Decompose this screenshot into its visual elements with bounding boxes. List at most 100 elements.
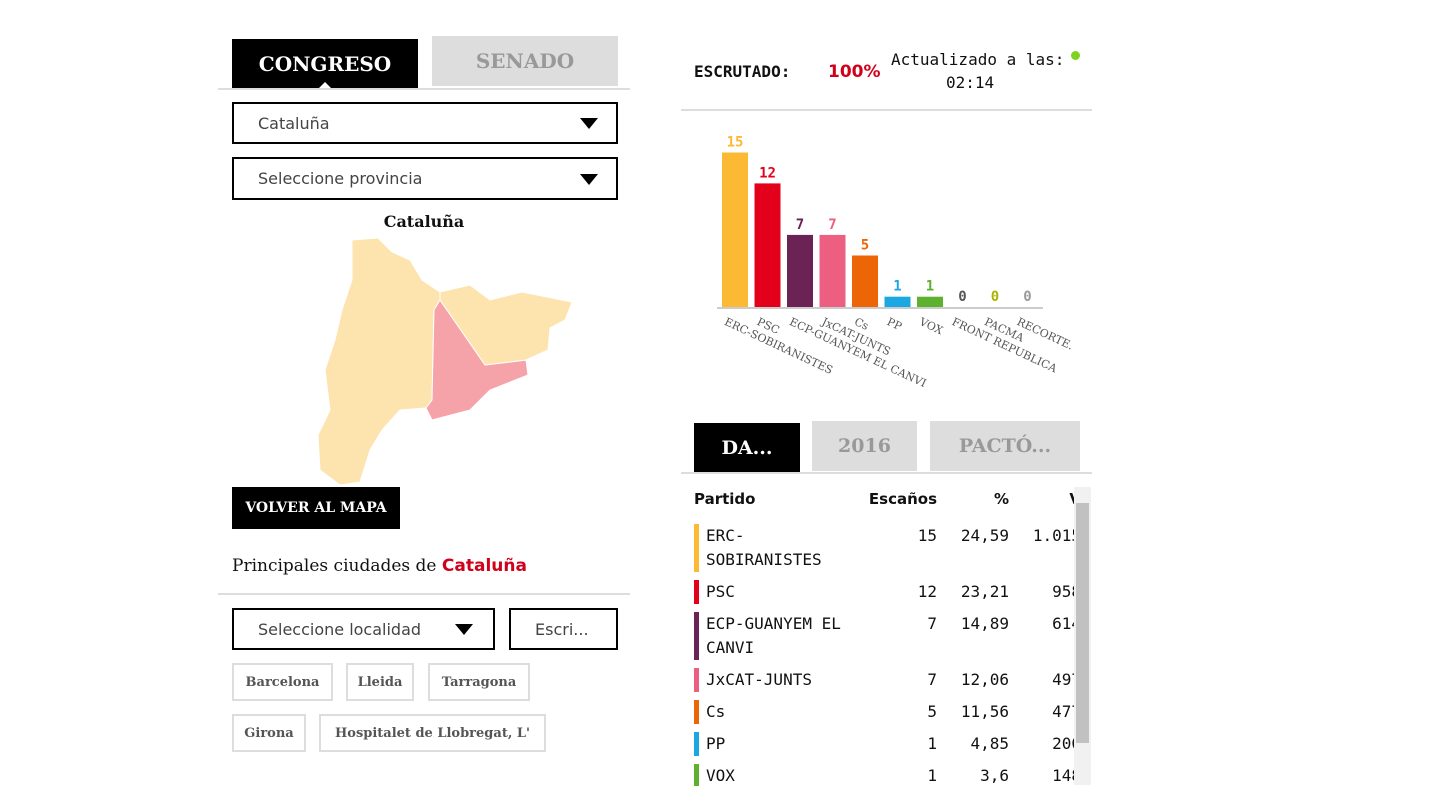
cell: 1.015 [1032,526,1074,545]
map-region[interactable] [439,284,573,366]
cell: 7 [927,614,937,633]
results-table: PartidoEscaños%VERC-SOBIRANISTES1524,591… [694,486,1074,786]
cell: 11,56 [960,702,1009,721]
cell: 1 [927,734,937,753]
scrollbar-thumb[interactable] [1076,503,1089,743]
cities-region: Cataluña [441,556,527,576]
cell: 148 [1052,766,1074,785]
cell: 15 [917,526,937,545]
header-cell: Partido [694,490,756,508]
tab-senado[interactable]: SENADO [432,36,618,86]
cell: 477 [1052,702,1074,721]
cell: 4,85 [970,734,1009,753]
cell: 1 [927,766,937,785]
party-name: VOX [694,764,844,786]
cell: 3,6 [980,766,1009,785]
value-label: 7 [796,217,804,233]
bar [852,255,878,307]
bar [884,296,911,307]
header-cell: Escaños [868,490,937,508]
map [317,237,573,486]
city-button[interactable]: Barcelona [232,663,333,701]
scrollbar[interactable] [1074,487,1091,785]
value-label: 0 [991,289,999,305]
party-name: Cs [694,700,844,724]
party-name: ERC-SOBIRANISTES [694,524,844,572]
party-name: PP [694,732,844,756]
cities-heading-text: Principales ciudades de [232,556,437,576]
divider [218,593,630,595]
cell: 614 [1052,614,1074,633]
value-label: 15 [727,135,744,151]
results-tab[interactable]: PACTÓ... [930,421,1080,471]
divider [218,88,630,90]
header-cell: V [1009,490,1074,508]
value-label: 1 [893,279,901,295]
city-button[interactable]: Lleida [346,663,414,701]
province-select-text: Seleccione provincia [258,169,423,188]
value-label: 5 [861,238,869,254]
cell: 7 [927,670,937,689]
cell: 14,89 [960,614,1009,633]
cell: 497 [1052,670,1074,689]
city-search[interactable]: Escri... [509,608,618,650]
divider [681,109,1092,111]
party-name: ECP-GUANYEM EL CANVI [694,612,844,660]
status-label: ESCRUTADO: [694,62,791,81]
region-select-text: Cataluña [258,113,330,133]
back-button[interactable]: VOLVER AL MAPA [232,487,400,529]
map-title: Cataluña [383,212,465,231]
tab-pointer [319,82,331,88]
category-label: VOX [916,315,945,338]
category-label: Cs [852,315,871,333]
cell: 12 [917,582,937,601]
province-select[interactable]: Seleccione provincia [232,157,618,200]
bar [722,152,748,307]
table-row: ECP-GUANYEM EL CANVI 7 14,89 614 [694,612,1074,660]
cell: 5 [927,702,937,721]
cities-heading: Principales ciudades de Cataluña [232,556,527,576]
bar [787,234,813,307]
table-row: Cs 5 11,56 477 [694,700,1074,724]
table-header: Partido Escaños%V [694,486,1074,516]
cell: 23,21 [960,582,1009,601]
bar [917,296,943,307]
table-row: ERC-SOBIRANISTES 15 24,59 1.015 [694,524,1074,572]
table-row: VOX 1 3,6 148 [694,764,1074,786]
bar [754,183,781,307]
cell: 12,06 [960,670,1009,689]
table-row: JxCAT-JUNTS 7 12,06 497 [694,668,1074,692]
city-button[interactable]: Hospitalet de Llobregat, L' [319,714,546,752]
city-button[interactable]: Tarragona [428,663,530,701]
updated-time: 02:14 [946,73,995,92]
status-value: 100% [828,62,881,82]
city-select[interactable]: Seleccione localidad [232,608,495,650]
value-label: 7 [828,217,836,233]
live-dot [1071,51,1080,60]
party-name: PSC [694,580,844,604]
city-select-text: Seleccione localidad [258,619,422,639]
party-name: JxCAT-JUNTS [694,668,844,692]
cell: 200 [1052,734,1074,753]
cell: 958 [1052,582,1074,601]
results-tab[interactable]: DA... [694,423,800,473]
table-row: PP 1 4,85 200 [694,732,1074,756]
header-cell: % [993,490,1009,508]
cell: 24,59 [960,526,1009,545]
bar [819,234,846,307]
value-label: 0 [1023,289,1031,305]
updated-label: Actualizado a las: [891,50,1065,69]
table-row: PSC 12 23,21 958 [694,580,1074,604]
results-tab[interactable]: 2016 [812,421,917,471]
divider [681,472,1092,474]
region-select[interactable]: Cataluña [232,102,618,144]
value-label: 1 [926,279,934,295]
category-label: PP [885,315,904,333]
value-label: 0 [958,289,966,305]
tab-congreso[interactable]: CONGRESO [232,39,418,88]
city-button[interactable]: Girona [232,714,306,752]
city-search-text: Escri... [535,619,589,639]
value-label: 12 [759,165,776,181]
